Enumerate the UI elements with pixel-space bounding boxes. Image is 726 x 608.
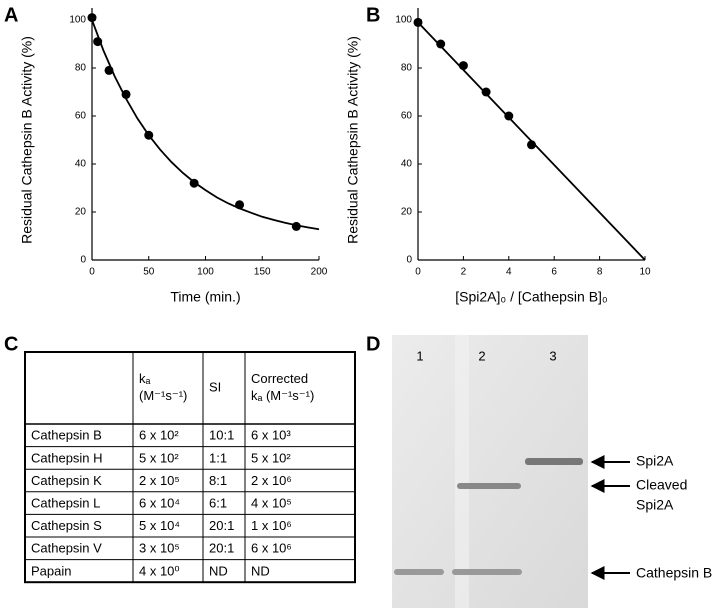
table-cell: 10:1 xyxy=(209,428,234,443)
column-header: Corrected xyxy=(251,371,308,386)
table-cell: 20:1 xyxy=(209,518,234,533)
table-cell: 5 x 10⁴ xyxy=(139,518,180,533)
table-cell: 4 x 10⁰ xyxy=(139,563,180,578)
x-tick-label: 50 xyxy=(143,267,155,278)
x-tick-label: 0 xyxy=(89,267,95,278)
x-tick-label: 150 xyxy=(254,267,271,278)
gel-streak xyxy=(455,335,469,608)
y-tick-label: 40 xyxy=(75,159,87,170)
gel-band xyxy=(457,483,521,489)
fit-line xyxy=(91,19,320,231)
y-axis-title: Residual Cathepsin B Activity (%) xyxy=(19,36,35,244)
x-tick-label: 200 xyxy=(311,267,328,278)
table-cell: 5 x 10² xyxy=(251,450,291,465)
table-cell: 2 x 10⁵ xyxy=(139,473,180,488)
x-tick-label: 0 xyxy=(415,267,421,278)
table-cell: 6:1 xyxy=(209,496,227,511)
y-tick-label: 60 xyxy=(75,111,87,122)
table-border xyxy=(24,351,356,584)
lane-label: 2 xyxy=(478,348,485,363)
data-point xyxy=(481,87,491,97)
x-axis-title: Time (min.) xyxy=(170,289,240,305)
table-cell: Cathepsin L xyxy=(31,496,100,511)
table-cell: 4 x 10⁵ xyxy=(251,496,292,511)
y-tick-label: 20 xyxy=(75,207,87,218)
band-label: Spi2A xyxy=(636,497,674,513)
x-axis-title: [Spi2A]₀ / [Cathepsin B]₀ xyxy=(455,289,608,305)
x-tick-label: 100 xyxy=(197,267,214,278)
data-point xyxy=(436,39,446,49)
y-tick-label: 80 xyxy=(75,63,87,74)
table-cell: Cathepsin S xyxy=(31,518,102,533)
y-tick-label: 60 xyxy=(401,111,413,122)
gel-band xyxy=(525,458,583,465)
table-cell: 6 x 10² xyxy=(139,428,179,443)
y-tick-label: 100 xyxy=(395,15,412,26)
table-cell: 6 x 10⁴ xyxy=(139,496,180,511)
y-tick-label: 0 xyxy=(406,255,412,266)
column-header: (M⁻¹s⁻¹) xyxy=(139,388,187,403)
table-cell: 8:1 xyxy=(209,473,227,488)
table-cell: Cathepsin B xyxy=(31,428,102,443)
column-header: kₐ (M⁻¹s⁻¹) xyxy=(251,388,314,403)
y-tick-label: 40 xyxy=(401,159,413,170)
data-point xyxy=(87,13,97,23)
band-label: Spi2A xyxy=(636,453,674,469)
x-tick-label: 6 xyxy=(551,267,557,278)
panel-label: D xyxy=(366,333,380,355)
y-tick-label: 20 xyxy=(401,207,413,218)
data-point xyxy=(121,89,131,99)
table-cell: ND xyxy=(251,563,270,578)
x-tick-label: 8 xyxy=(597,267,603,278)
lane-label: 3 xyxy=(549,348,556,363)
gel-image xyxy=(392,335,588,608)
panel-label: B xyxy=(366,4,380,26)
table-cell: Papain xyxy=(31,563,71,578)
y-axis-title: Residual Cathepsin B Activity (%) xyxy=(345,36,361,244)
table-cell: 2 x 10⁶ xyxy=(251,473,292,488)
table-cell: 3 x 10⁵ xyxy=(139,541,180,556)
band-label: Cleaved xyxy=(636,477,687,493)
band-label: Cathepsin B xyxy=(636,565,712,581)
table-cell: 5 x 10² xyxy=(139,450,179,465)
column-header: kₐ xyxy=(139,371,151,386)
table-cell: ND xyxy=(209,563,228,578)
table-cell: Cathepsin K xyxy=(31,473,102,488)
table-cell: 6 x 10⁶ xyxy=(251,541,292,556)
x-tick-label: 10 xyxy=(639,267,651,278)
table-cell: Cathepsin V xyxy=(31,541,102,556)
table-cell: 20:1 xyxy=(209,541,234,556)
table-cell: 6 x 10³ xyxy=(251,428,291,443)
lane-label: 1 xyxy=(416,348,423,363)
gel-band xyxy=(452,569,522,575)
panel-label: C xyxy=(4,333,18,355)
column-header: SI xyxy=(209,379,221,394)
y-tick-label: 80 xyxy=(401,63,413,74)
fit-line xyxy=(417,21,646,261)
table-cell: 1 x 10⁶ xyxy=(251,518,292,533)
y-tick-label: 0 xyxy=(80,255,86,266)
data-point xyxy=(504,111,514,121)
table-cell: 1:1 xyxy=(209,450,227,465)
x-tick-label: 2 xyxy=(461,267,467,278)
y-tick-label: 100 xyxy=(69,15,86,26)
table-cell: Cathepsin H xyxy=(31,450,103,465)
x-tick-label: 4 xyxy=(506,267,512,278)
gel-band xyxy=(394,569,444,575)
panel-label: A xyxy=(4,4,18,26)
